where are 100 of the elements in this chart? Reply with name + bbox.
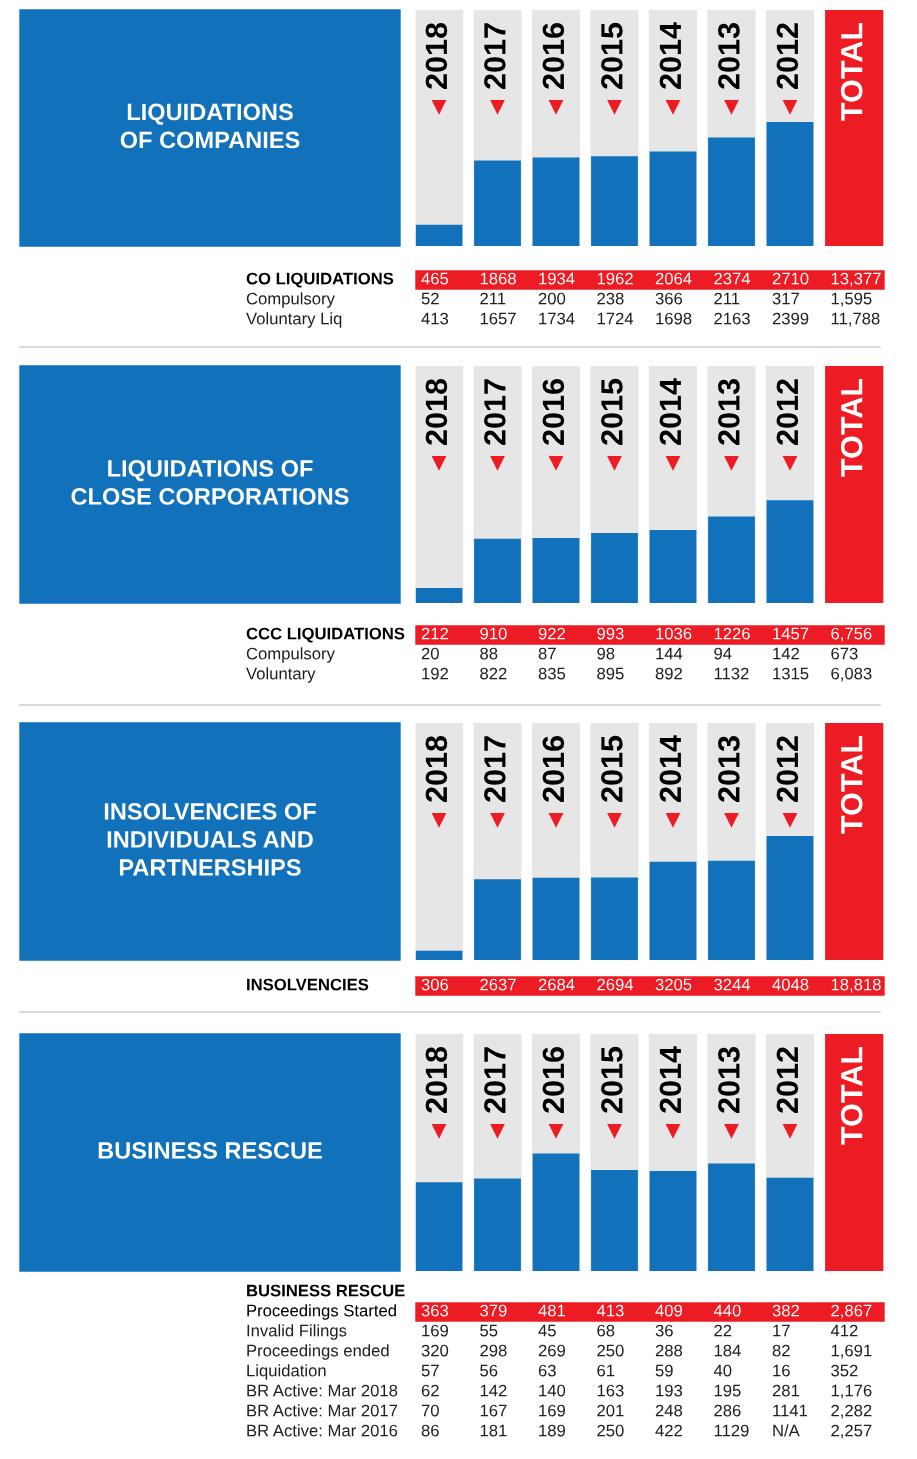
legend-label: BR Active: Mar 2017	[247, 1404, 398, 1417]
text: 200	[538, 292, 566, 305]
x-tick-label: 2014	[659, 1046, 682, 1113]
text: 142	[773, 647, 799, 660]
text: 250	[597, 1344, 624, 1357]
text: 6,756	[831, 627, 872, 642]
legend-label: Liquidation	[247, 1364, 326, 1380]
data-label: 363	[421, 1304, 449, 1317]
data-label: 440	[713, 1304, 741, 1317]
text: INSOLVENCIES OF INDIVIDUALS AND PARTNERSHIPS	[104, 803, 316, 876]
bar	[474, 538, 521, 603]
text: 1315	[773, 667, 809, 680]
text: 2,282	[831, 1404, 872, 1419]
text: 201	[597, 1404, 624, 1417]
text: 40	[713, 1364, 732, 1377]
legend-label: Compulsory	[246, 647, 335, 663]
text: 17	[773, 1324, 790, 1337]
text: 673	[831, 647, 858, 660]
text: LIQUIDATIONS OF CLOSE CORPORATIONS	[71, 460, 349, 505]
x-tick-label: 2016	[542, 736, 565, 802]
data-label: 3205	[655, 978, 692, 991]
data-label: 2374	[714, 272, 751, 285]
text: BUSINESS RESCUE	[98, 1142, 322, 1159]
text: 413	[421, 312, 449, 325]
text: 248	[655, 1404, 683, 1417]
text: 163	[597, 1384, 624, 1397]
text: 238	[597, 292, 624, 305]
text: 288	[655, 1344, 683, 1357]
data-label: 3244	[714, 978, 751, 991]
text: 22	[714, 1324, 732, 1337]
x-tick-label: 2015	[601, 1046, 623, 1113]
text: 87	[538, 647, 556, 660]
text: 366	[655, 292, 683, 305]
text: 169	[422, 1324, 449, 1337]
data-label: 306	[421, 978, 449, 991]
text: 1724	[597, 312, 634, 325]
data-label: 409	[655, 1304, 683, 1317]
data-label: 922	[538, 627, 565, 640]
text: 13,377	[831, 272, 881, 287]
series-label: CCC LIQUIDATIONS	[246, 627, 405, 643]
text: 317	[772, 292, 799, 305]
bar	[591, 532, 638, 603]
legend-label: Proceedings ended	[247, 1344, 389, 1360]
text: 88	[480, 647, 498, 660]
text: 250	[597, 1424, 624, 1437]
legend-label: Compulsory	[246, 292, 335, 308]
text: 56	[480, 1364, 498, 1377]
text: 1698	[656, 312, 692, 325]
text: 82	[772, 1344, 790, 1357]
x-tick-label: 2012	[776, 736, 799, 802]
text: 11,788	[831, 312, 880, 327]
x-tick-label: 2014	[659, 378, 682, 445]
data-label: 1934	[539, 272, 575, 285]
text: 45	[538, 1324, 556, 1337]
text: 16	[773, 1364, 790, 1377]
text: 352	[831, 1364, 858, 1377]
x-tick-label: 2015	[601, 378, 623, 445]
data-label: 1868	[480, 272, 516, 285]
text: 57	[421, 1364, 439, 1377]
x-tick-label: 2014	[659, 22, 682, 89]
x-tick-label: 2013	[718, 379, 740, 445]
text: 286	[714, 1404, 741, 1417]
x-tick-label: 2018	[425, 378, 448, 445]
text: 1,691	[831, 1344, 872, 1359]
x-tick-label: 2014	[659, 735, 682, 802]
data-label: 2684	[538, 978, 575, 991]
text: 189	[539, 1424, 566, 1437]
text: 281	[772, 1384, 799, 1397]
text: 18,818	[831, 978, 881, 993]
data-label: 1036	[656, 627, 692, 640]
text: N/A	[773, 1424, 800, 1437]
text: 192	[422, 667, 448, 680]
text: 55	[480, 1324, 498, 1337]
data-label: 2710	[772, 272, 809, 285]
text: 1141	[773, 1404, 808, 1417]
bar	[532, 537, 580, 603]
text: 193	[656, 1384, 683, 1397]
text: 1734	[539, 312, 575, 325]
text: 211	[480, 292, 506, 305]
x-tick-label: 2016	[542, 23, 565, 89]
text: 1132	[714, 667, 749, 680]
text: 422	[655, 1424, 682, 1437]
text: 167	[480, 1404, 507, 1417]
text: CO LIQUIDATIONS	[246, 272, 394, 288]
text: 70	[421, 1404, 439, 1417]
x-tick-label: 2016	[542, 1047, 565, 1113]
text: 1,595	[831, 292, 872, 307]
data-label: 993	[597, 627, 624, 640]
text: 62	[421, 1384, 439, 1397]
text: LIQUIDATIONS OF COMPANIES	[120, 103, 300, 149]
data-label: 1226	[714, 627, 750, 640]
x-tick-label: 2015	[601, 735, 623, 802]
data-label: 4048	[772, 978, 809, 991]
text: 822	[480, 667, 507, 680]
text: 144	[656, 647, 683, 660]
text: 2163	[714, 312, 750, 325]
x-tick-label: 2013	[718, 1047, 740, 1113]
legend-label: Voluntary	[246, 667, 316, 683]
bar	[415, 224, 463, 246]
text: 195	[714, 1384, 741, 1397]
